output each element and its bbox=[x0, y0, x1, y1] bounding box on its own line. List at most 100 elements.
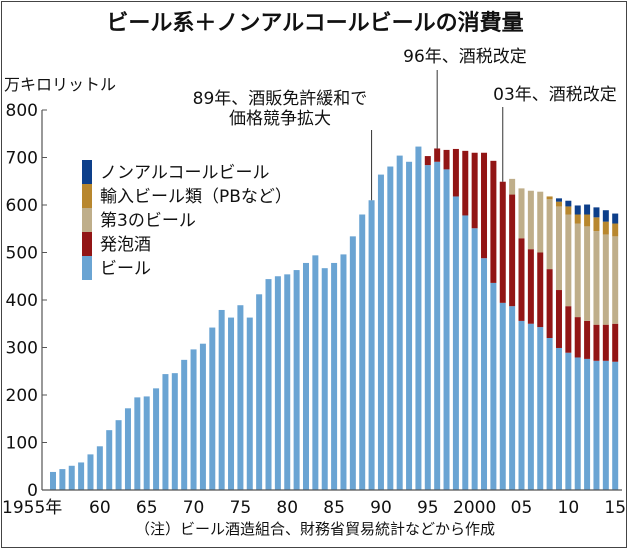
bar-beer-1994 bbox=[415, 146, 422, 490]
legend-label-third: 第3のビール bbox=[100, 211, 196, 231]
annotation-text-2003: 03年、酒税改定 bbox=[493, 85, 617, 105]
bar-beer-2014 bbox=[602, 360, 609, 490]
bar-happoshu-2005 bbox=[518, 238, 525, 321]
bar-beer-2003 bbox=[499, 302, 506, 490]
bar-beer-2004 bbox=[509, 306, 516, 490]
bar-nonalc-2009 bbox=[555, 198, 562, 202]
bar-happoshu-2015 bbox=[612, 323, 619, 362]
bar-beer-1983 bbox=[312, 255, 319, 490]
bar-beer-1968 bbox=[171, 373, 178, 490]
bar-happoshu-1995 bbox=[424, 156, 431, 166]
bar-beer-2015 bbox=[612, 361, 619, 490]
bar-beer-1961 bbox=[106, 430, 113, 490]
bar-happoshu-1998 bbox=[452, 148, 459, 197]
bar-beer-1955 bbox=[50, 471, 56, 490]
y-tick-label: 100 bbox=[6, 434, 38, 454]
legend-label-nonalc: ノンアルコールビール bbox=[100, 163, 270, 183]
bar-happoshu-2003 bbox=[499, 181, 506, 303]
bar-beer-1965 bbox=[143, 396, 150, 490]
bar-beer-1976 bbox=[246, 317, 253, 490]
bar-nonalc-2014 bbox=[602, 210, 609, 222]
bar-beer-1996 bbox=[434, 161, 441, 490]
bar-third-2005 bbox=[518, 188, 525, 239]
bar-happoshu-2007 bbox=[537, 252, 544, 328]
bar-beer-1973 bbox=[218, 309, 225, 490]
bar-third-2009 bbox=[555, 206, 562, 291]
bar-imported-2009 bbox=[555, 201, 562, 207]
bar-imported-2015 bbox=[612, 223, 619, 237]
bar-happoshu-2008 bbox=[546, 269, 553, 338]
y-axis-label: 万キロリットル bbox=[4, 75, 116, 94]
bar-beer-1971 bbox=[199, 343, 206, 490]
legend-swatch-beer bbox=[82, 256, 92, 280]
bar-beer-2006 bbox=[527, 323, 534, 490]
bar-happoshu-1997 bbox=[443, 149, 450, 170]
bar-beer-1978 bbox=[265, 279, 272, 490]
bar-nonalc-2010 bbox=[565, 200, 572, 207]
legend-label-beer: ビール bbox=[100, 259, 151, 279]
bar-nonalc-2013 bbox=[593, 207, 600, 218]
bar-happoshu-2009 bbox=[555, 290, 562, 348]
x-tick-label: 05 bbox=[511, 498, 533, 518]
bar-happoshu-2013 bbox=[593, 324, 600, 361]
bar-happoshu-2010 bbox=[565, 306, 572, 353]
bar-happoshu-2000 bbox=[471, 152, 478, 229]
chart-title: ビール系＋ノンアルコールビールの消費量 bbox=[106, 11, 523, 36]
x-tick-label: 70 bbox=[183, 498, 205, 518]
bar-happoshu-2006 bbox=[527, 249, 534, 324]
bar-happoshu-2012 bbox=[584, 320, 591, 359]
bar-beer-2008 bbox=[546, 338, 553, 490]
x-tick-label: 85 bbox=[323, 498, 345, 518]
bars-group bbox=[50, 146, 619, 490]
bar-beer-1957 bbox=[68, 465, 75, 490]
legend-label-happoshu: 発泡酒 bbox=[100, 235, 151, 255]
x-tick-label: 2000 bbox=[453, 498, 496, 518]
bar-beer-2001 bbox=[481, 258, 488, 490]
annotation-text-1996: 96年、酒税改定 bbox=[403, 47, 527, 67]
bar-beer-1991 bbox=[387, 166, 394, 490]
bar-beer-1956 bbox=[59, 469, 66, 490]
x-tick-label: 90 bbox=[370, 498, 392, 518]
y-tick-label: 0 bbox=[27, 481, 38, 501]
bar-beer-1981 bbox=[293, 270, 300, 490]
bar-third-2007 bbox=[537, 191, 544, 253]
bar-beer-2012 bbox=[584, 358, 591, 490]
bar-beer-2009 bbox=[555, 347, 562, 490]
bar-third-2006 bbox=[527, 190, 534, 250]
bar-beer-2011 bbox=[574, 357, 581, 490]
legend-swatch-third bbox=[82, 208, 92, 232]
bar-happoshu-2002 bbox=[490, 160, 497, 283]
bar-beer-1989 bbox=[368, 200, 375, 490]
bar-beer-1960 bbox=[96, 446, 103, 490]
bar-nonalc-2015 bbox=[612, 213, 619, 224]
y-tick-label: 200 bbox=[6, 386, 38, 406]
bar-beer-1975 bbox=[237, 305, 244, 490]
legend-label-imported: 輸入ビール類（PBなど） bbox=[100, 187, 292, 207]
bar-third-2015 bbox=[612, 236, 619, 324]
legend-swatch-nonalc bbox=[82, 160, 92, 184]
bar-imported-2008 bbox=[546, 196, 553, 200]
bar-beer-1970 bbox=[190, 349, 197, 490]
bar-beer-1967 bbox=[162, 374, 169, 490]
bar-beer-1962 bbox=[115, 420, 122, 490]
bar-beer-1969 bbox=[181, 359, 188, 490]
bar-beer-1984 bbox=[321, 268, 328, 490]
legend-swatch-imported bbox=[82, 184, 92, 208]
bar-beer-1997 bbox=[443, 169, 450, 490]
bar-beer-1990 bbox=[377, 174, 384, 490]
bar-beer-1974 bbox=[228, 317, 235, 490]
x-tick-label: 75 bbox=[230, 498, 252, 518]
bar-beer-2007 bbox=[537, 327, 544, 490]
bar-third-2013 bbox=[593, 231, 600, 325]
x-tick-label: 15 bbox=[604, 498, 626, 518]
bar-beer-2010 bbox=[565, 352, 572, 490]
y-axis: 0 100 200 300 400 500 600 700 800 bbox=[6, 101, 47, 501]
bar-imported-2012 bbox=[584, 214, 591, 227]
bar-beer-1959 bbox=[87, 454, 94, 490]
y-tick-label: 500 bbox=[6, 244, 38, 264]
x-tick-label: 1955年 bbox=[2, 498, 62, 518]
x-tick-label: 95 bbox=[417, 498, 439, 518]
